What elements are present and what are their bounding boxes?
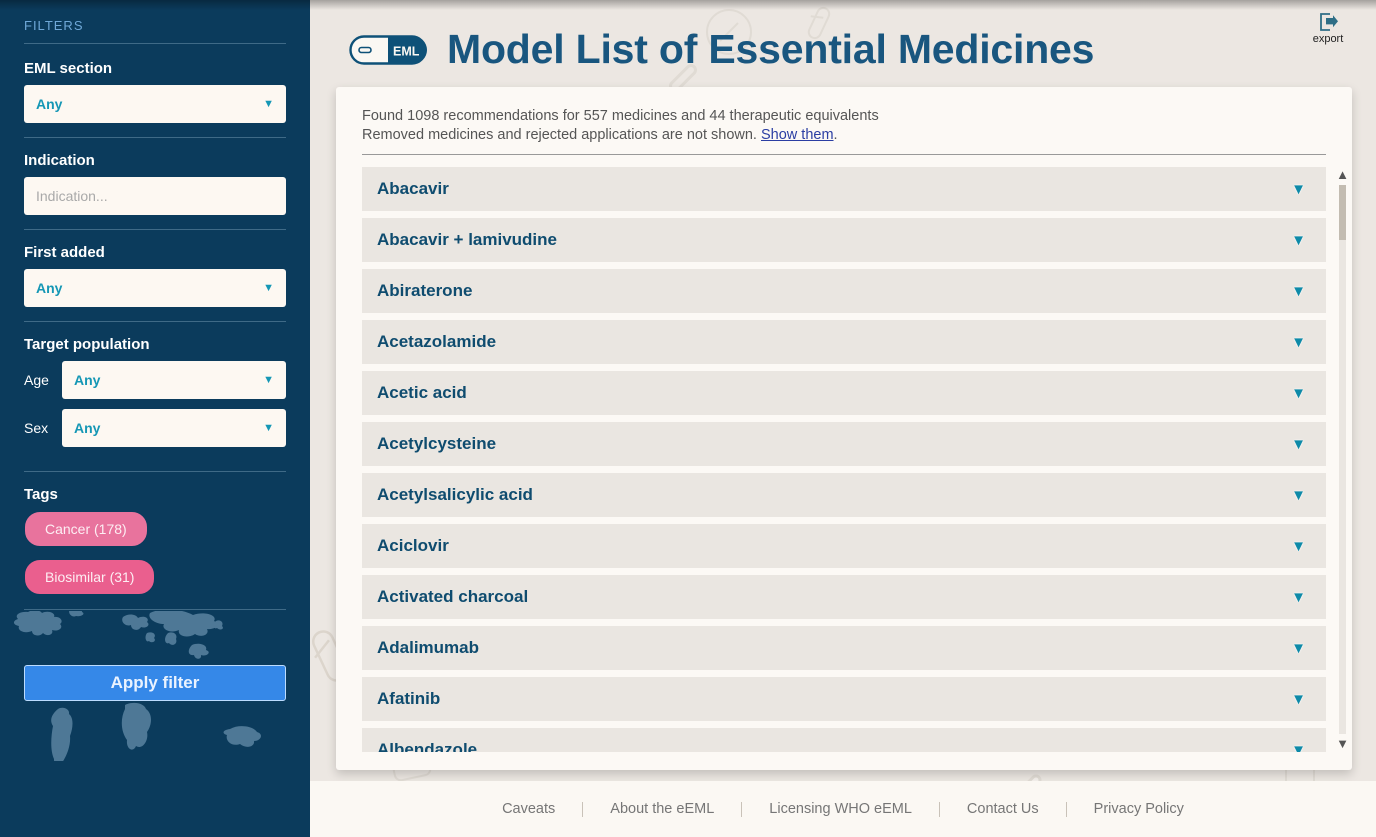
svg-text:EML: EML — [393, 44, 420, 58]
